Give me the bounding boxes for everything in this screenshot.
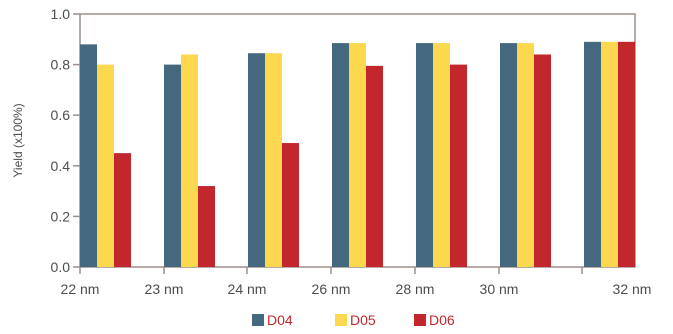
legend-label-d05: D05: [350, 312, 376, 328]
x-tick-label: 30 nm: [480, 281, 519, 297]
bar-d04-6: [584, 41, 601, 267]
y-tick-label: 0.8: [51, 57, 71, 73]
bar-d06-6: [618, 41, 635, 267]
y-tick-label: 0.6: [51, 107, 71, 123]
bar-d04-0: [80, 44, 97, 267]
bar-d06-2: [282, 143, 299, 267]
bar-d05-5: [517, 43, 534, 267]
y-tick-label: 0.0: [51, 259, 71, 275]
legend-label-d06: D06: [429, 312, 455, 328]
x-tick-label: 22 nm: [61, 281, 100, 297]
y-axis-title: Yield (x100%): [11, 103, 25, 177]
y-tick-label: 1.0: [51, 6, 71, 22]
bar-d05-0: [97, 64, 114, 267]
x-tick-label: 23 nm: [145, 281, 184, 297]
bar-d04-4: [416, 43, 433, 267]
x-tick-label: 32 nm: [613, 281, 652, 297]
y-tick-label: 0.2: [51, 208, 71, 224]
y-tick-label: 0.4: [51, 158, 71, 174]
bar-d06-3: [366, 65, 383, 268]
x-tick-label: 28 nm: [396, 281, 435, 297]
legend-label-d04: D04: [267, 312, 293, 328]
bar-d06-0: [114, 153, 131, 267]
bar-d06-1: [198, 186, 215, 267]
x-tick-label: 26 nm: [312, 281, 351, 297]
bar-d06-4: [450, 64, 467, 267]
bar-d05-4: [433, 43, 450, 267]
y-axis-ticks: 0.0 0.2 0.4 0.6 0.8 1.0: [51, 6, 80, 275]
bar-d05-3: [349, 43, 366, 267]
bar-d05-2: [265, 53, 282, 268]
x-tick-label: 24 nm: [228, 281, 267, 297]
bar-d04-5: [500, 43, 517, 267]
x-axis-ticks: 22 nm 23 nm 24 nm 26 nm 28 nm 30 nm 32 nm: [61, 267, 652, 297]
bar-d04-3: [332, 43, 349, 267]
bar-d04-1: [164, 64, 181, 267]
bars: [80, 41, 635, 268]
legend-swatch-d05: [335, 314, 347, 326]
legend-swatch-d04: [252, 314, 264, 326]
bar-d05-1: [181, 54, 198, 268]
bar-d06-5: [534, 54, 551, 268]
legend-swatch-d06: [414, 314, 426, 326]
bar-d04-2: [248, 53, 265, 268]
legend: D04 D05 D06: [252, 312, 455, 328]
bar-d05-6: [601, 41, 618, 267]
